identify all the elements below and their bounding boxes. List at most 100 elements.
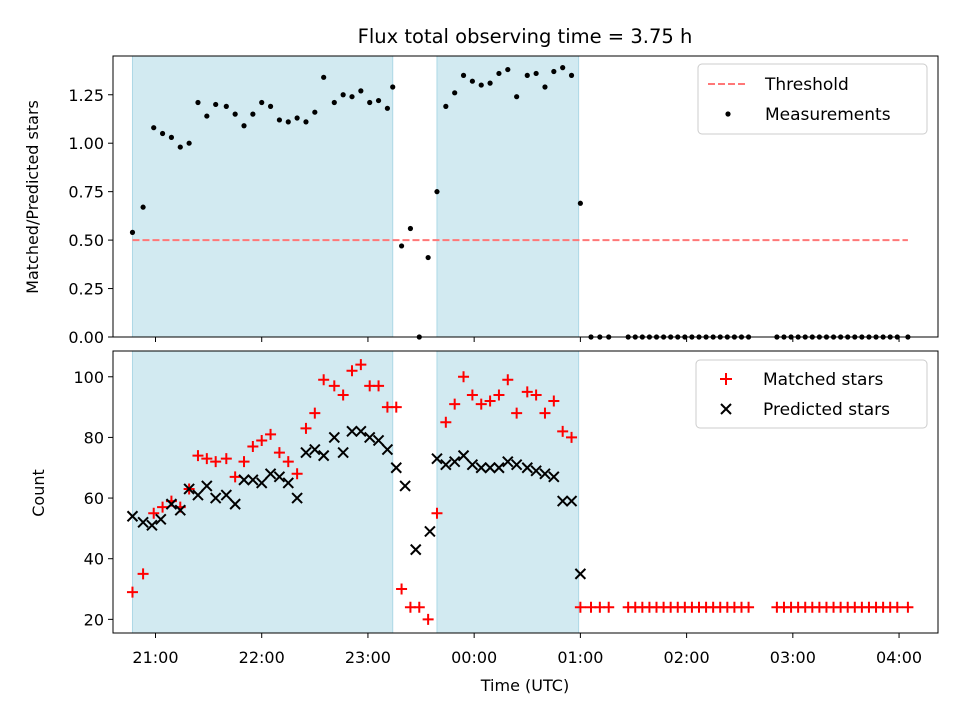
y-tick-label: 40 [84,550,104,569]
matched-star-point [603,601,615,613]
matched-star-point [422,613,434,625]
matched-star-point [548,395,560,407]
predicted-star-point [556,495,569,507]
matched-star-point [493,389,505,401]
measurement-point [398,243,405,249]
predicted-star-point [399,480,411,492]
predicted-star-point [273,471,286,483]
predicted-star-point [466,459,479,471]
measurement-point [349,94,355,100]
measurement-point [186,140,192,146]
x-tick-label: 01:00 [557,648,603,667]
predicted-star-point [510,459,523,471]
predicted-star-point [448,455,461,468]
measurement-point [204,113,210,119]
top-plot-frame [112,55,939,338]
measurement-point [285,119,291,125]
legend-measurements-swatch [725,111,731,117]
predicted-star-point [328,431,341,444]
y-tick-label: 80 [84,428,104,447]
matched-star-point [126,586,138,598]
matched-star-point [530,389,542,401]
matched-star-point [229,471,241,483]
x-tick-label: 03:00 [770,648,816,667]
bottom-plot-frame [112,350,939,634]
matched-star-point [282,456,294,468]
y-tick-label: 0.75 [68,183,104,202]
measurement-point [259,99,265,106]
bottom-legend: Matched stars Predicted stars [695,359,928,429]
legend-measurements-label: Measurements [765,105,891,125]
measurement-point [452,90,458,96]
measurement-point [551,68,557,75]
measurement-point [560,65,566,71]
measurement-point [568,72,575,78]
matched-star-point [337,389,349,401]
measurement-point [250,111,256,117]
predicted-star-point [317,449,330,462]
matched-star-point [431,507,443,519]
matched-star-point [157,501,169,513]
measurement-point [577,200,583,206]
measurement-point [303,119,309,125]
x-tick-label: 21:00 [132,648,178,667]
matched-star-point [148,507,160,519]
predicted-star-point [209,492,222,504]
matched-star-point [449,398,461,410]
matched-star-point [539,407,551,419]
predicted-star-point [229,498,241,510]
predicted-star-point [440,459,452,471]
measurement-point [469,78,475,84]
x-tick-label: 23:00 [345,648,391,667]
measurement-point [213,101,219,108]
matched-star-point [574,601,586,613]
bottom-y-axis-label: Count [29,469,48,517]
matched-star-point [238,456,250,468]
x-tick-label: 04:00 [876,648,922,667]
y-tick-label: 0.25 [68,280,104,299]
measurement-point [425,254,431,261]
matched-star-point [396,583,408,595]
predicted-star-point [346,425,358,438]
predicted-star-point [309,443,321,456]
x-tick-label: 02:00 [664,648,710,667]
matched-star-point [466,389,478,401]
measurement-point [505,66,511,73]
top-legend: Threshold Measurements [697,63,928,135]
x-tick-label: 00:00 [451,648,497,667]
predicted-star-point [493,462,505,474]
top-x-axis-ticks [154,337,900,342]
y-tick-label: 1.25 [68,86,104,105]
predicted-star-point [256,477,268,489]
matched-star-point [309,407,321,419]
measurement-point [434,189,440,195]
measurement-point [232,111,238,117]
measurement-point [384,105,391,111]
predicted-star-point [410,543,422,556]
measurement-point [331,99,337,106]
predicted-star-point [337,446,349,459]
predicted-star-point [530,465,542,477]
predicted-star-point [146,519,158,532]
matched-star-point [557,425,569,437]
matched-star-point [328,380,340,392]
chart-title: Flux total observing time = 3.75 h [358,25,693,48]
y-tick-label: 0.50 [68,231,104,250]
matched-star-point [475,398,487,410]
measurement-point [159,130,166,137]
predicted-star-point [126,510,139,522]
matched-star-point [291,468,303,480]
measurement-point [321,74,327,80]
predicted-star-point [390,462,402,474]
predicted-star-point [300,446,312,459]
predicted-star-point [137,516,149,529]
measurement-point [390,84,396,90]
measurement-point [542,84,548,90]
y-tick-label: 60 [84,489,104,508]
matched-star-point [247,441,259,453]
legend-matched-swatch [720,373,732,385]
bottom-legend-frame [695,359,928,429]
matched-star-point [192,450,204,462]
matched-star-point [891,601,903,613]
